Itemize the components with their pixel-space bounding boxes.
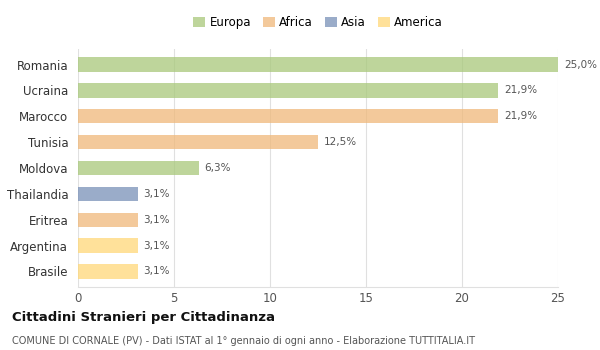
- Bar: [78, 109, 499, 123]
- Text: 21,9%: 21,9%: [504, 85, 538, 96]
- Bar: [78, 187, 137, 201]
- Text: COMUNE DI CORNALE (PV) - Dati ISTAT al 1° gennaio di ogni anno - Elaborazione TU: COMUNE DI CORNALE (PV) - Dati ISTAT al 1…: [12, 336, 475, 346]
- Bar: [78, 83, 499, 98]
- Text: Cittadini Stranieri per Cittadinanza: Cittadini Stranieri per Cittadinanza: [12, 312, 275, 324]
- Bar: [78, 212, 137, 227]
- Bar: [78, 264, 137, 279]
- Bar: [78, 161, 199, 175]
- Text: 3,1%: 3,1%: [143, 240, 170, 251]
- Text: 6,3%: 6,3%: [205, 163, 231, 173]
- Bar: [78, 135, 318, 149]
- Bar: [78, 238, 137, 253]
- Legend: Europa, Africa, Asia, America: Europa, Africa, Asia, America: [188, 11, 448, 34]
- Bar: [78, 57, 558, 72]
- Text: 25,0%: 25,0%: [564, 60, 597, 70]
- Text: 3,1%: 3,1%: [143, 266, 170, 277]
- Text: 21,9%: 21,9%: [504, 111, 538, 121]
- Text: 12,5%: 12,5%: [324, 137, 357, 147]
- Text: 3,1%: 3,1%: [143, 189, 170, 199]
- Text: 3,1%: 3,1%: [143, 215, 170, 225]
